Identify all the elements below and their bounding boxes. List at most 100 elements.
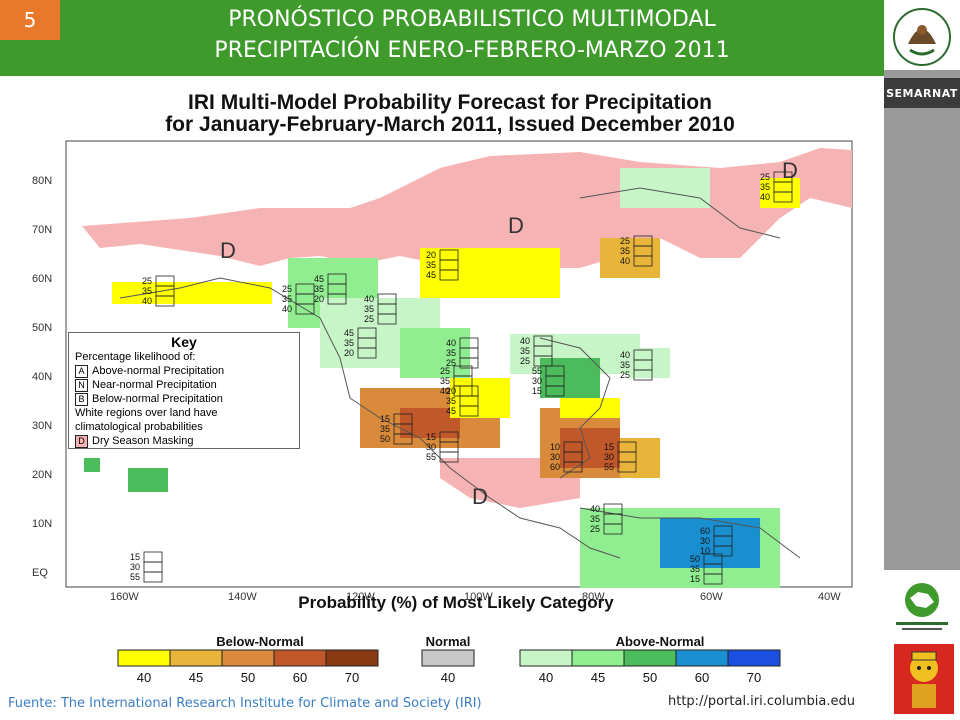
stack-value: 40 [620, 256, 630, 266]
legend-swatch [623, 649, 677, 667]
key-row-near: N Near-normal Precipitation [75, 379, 299, 392]
legend-above-bar: 40 45 50 60 70 [519, 649, 781, 685]
stack-value: 35 [344, 338, 354, 348]
legend-tick: 50 [241, 670, 255, 685]
stack-value: 50 [690, 554, 700, 564]
legend-tick: 40 [137, 670, 151, 685]
stack-value: 55 [130, 572, 140, 582]
legend-swatch [519, 649, 573, 667]
stack-value: 40 [364, 294, 374, 304]
stack-value: 30 [604, 452, 614, 462]
legend-above-label: Above-Normal [616, 634, 705, 649]
stack-value: 20 [314, 294, 324, 304]
stack-value: 35 [314, 284, 324, 294]
lon-label: 100W [464, 591, 493, 603]
stack-value: 35 [590, 514, 600, 524]
stack-value: 15 [690, 574, 700, 584]
stack-box [533, 355, 553, 367]
stack-value: 20 [426, 250, 436, 260]
legend-tick: 40 [441, 670, 455, 685]
slide-title: PRONÓSTICO PROBABILISTICO MULTIMODAL PRE… [60, 4, 884, 66]
stack-value: 35 [364, 304, 374, 314]
stack-value: 50 [380, 434, 390, 444]
stack-box [459, 357, 479, 369]
stack-value: 35 [620, 360, 630, 370]
stack-value: 45 [344, 328, 354, 338]
stack-box [617, 461, 637, 473]
key-note-2: climatological probabilities [75, 421, 203, 433]
legend-tick: 40 [539, 670, 553, 685]
legend-swatch [169, 649, 223, 667]
legend-normal-label: Normal [426, 634, 471, 649]
lat-label: EQ [32, 567, 48, 579]
stack-box [459, 405, 479, 417]
stack-value: 35 [520, 346, 530, 356]
stack-value: 60 [550, 462, 560, 472]
legend-normal-bar: 40 [421, 649, 475, 685]
stack-value: 15 [130, 552, 140, 562]
stack-box [295, 303, 315, 315]
stack-value: 60 [700, 526, 710, 536]
lat-label: 30N [32, 420, 52, 432]
stack-value: 30 [550, 452, 560, 462]
footer-url[interactable]: http://portal.iri.columbia.edu [668, 694, 855, 709]
stack-box [357, 347, 377, 359]
legend-swatch [325, 649, 379, 667]
stack-box [563, 461, 583, 473]
lat-label: 80N [32, 175, 52, 187]
legend-swatch [675, 649, 729, 667]
map-title-line-1: IRI Multi-Model Probability Forecast for… [188, 91, 712, 114]
stack-value: 45 [314, 274, 324, 284]
stack-box [155, 295, 175, 307]
stack-value: 35 [380, 424, 390, 434]
legend-swatch [421, 649, 475, 667]
key-letter-d: D [75, 435, 88, 448]
title-line-2: PRECIPITACIÓN ENERO-FEBRERO-MARZO 2011 [214, 38, 730, 63]
map-title-line-2: for January-February-March 2011, Issued … [165, 113, 735, 136]
stack-box [393, 433, 413, 445]
stack-value: 25 [446, 358, 456, 368]
stack-value: 35 [620, 246, 630, 256]
stack-value: 35 [440, 376, 450, 386]
legend-swatch [117, 649, 171, 667]
conafor-logo [888, 578, 956, 636]
legend-tick: 45 [591, 670, 605, 685]
legend-tick: 70 [345, 670, 359, 685]
stack-value: 15 [380, 414, 390, 424]
lon-labels: 160W 140W 120W 100W 80W 60W 40W [110, 591, 841, 603]
stack-value: 35 [760, 182, 770, 192]
stack-value: 55 [532, 366, 542, 376]
legend-swatch [221, 649, 275, 667]
stack-value: 35 [690, 564, 700, 574]
stack-value: 40 [620, 350, 630, 360]
mexico-crest-logo [893, 8, 951, 66]
stack-box [703, 573, 723, 585]
legend-swatch [727, 649, 781, 667]
stack-value: 40 [282, 304, 292, 314]
legend-below-bar: 40 45 50 60 70 [117, 649, 379, 685]
legend-tick: 50 [643, 670, 657, 685]
legend-swatch [273, 649, 327, 667]
lat-label: 50N [32, 322, 52, 334]
stack-value: 25 [620, 370, 630, 380]
lat-label: 60N [32, 273, 52, 285]
stack-box [603, 523, 623, 535]
stack-value: 35 [446, 348, 456, 358]
stack-value: 40 [760, 192, 770, 202]
lon-label: 40W [818, 591, 841, 603]
coastlines [119, 187, 801, 559]
stack-box [545, 385, 565, 397]
lon-label: 60W [700, 591, 723, 603]
